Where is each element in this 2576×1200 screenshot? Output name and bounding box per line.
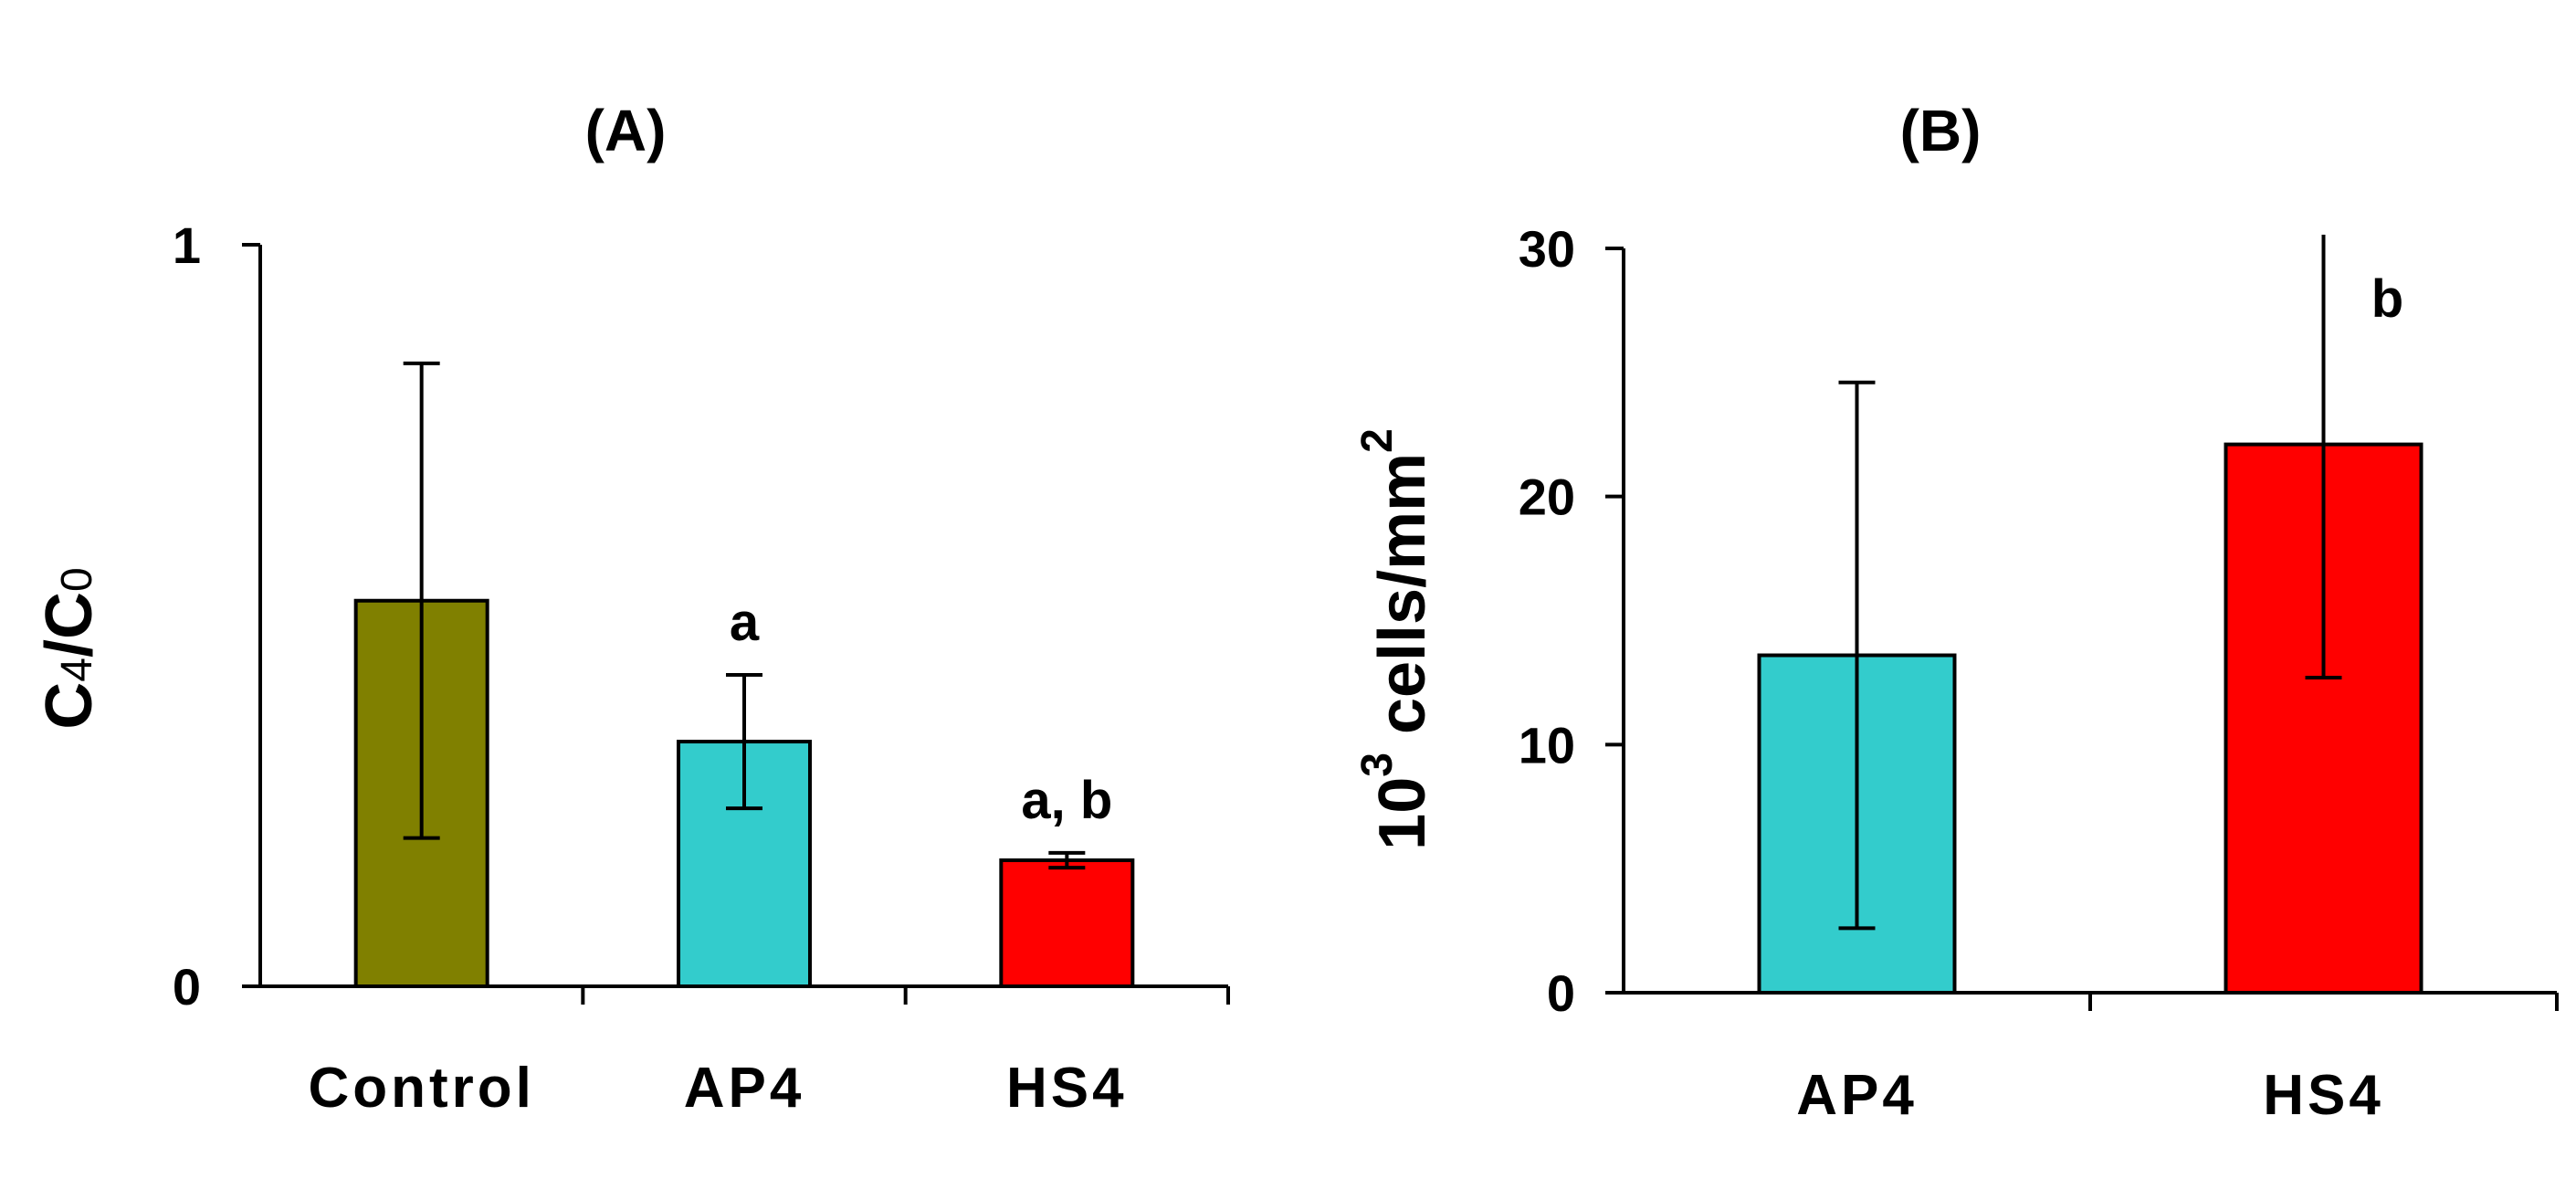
chart-a-category-2: HS4 — [1006, 1057, 1128, 1120]
chart-b-ylabel: 103 cells/mm2 — [1353, 428, 1439, 850]
chart-b-annotation-1: b — [2371, 269, 2403, 329]
chart-b: (B) 103 cells/mm2 0 10 20 30 AP4 HS4 b — [1353, 98, 2559, 1127]
chart-b-ytick-label-0: 0 — [1547, 964, 1575, 1022]
chart-a-ylabel: C4/C0 — [33, 567, 106, 729]
chart-a: (A) C4/C0 0 1 Control AP4 a HS4 a, b — [33, 98, 1230, 1120]
chart-b-category-0: AP4 — [1796, 1064, 1918, 1127]
chart-a-bar-2 — [999, 858, 1135, 989]
chart-b-ytick-label-1: 10 — [1519, 716, 1575, 774]
chart-a-annotation-2: a, b — [1021, 771, 1112, 830]
chart-a-title: (A) — [585, 98, 667, 163]
chart-a-category-0: Control — [308, 1057, 534, 1120]
chart-a-annotation-1: a — [730, 593, 760, 652]
chart-b-title: (B) — [1900, 98, 1982, 163]
chart-a-ytick-label-1: 1 — [173, 216, 201, 274]
chart-b-ytick-label-2: 20 — [1519, 468, 1575, 526]
chart-a-ytick-label-0: 0 — [173, 958, 201, 1016]
chart-b-category-1: HS4 — [2263, 1064, 2384, 1127]
chart-b-ytick-label-3: 30 — [1519, 220, 1575, 278]
chart-a-category-1: AP4 — [684, 1057, 805, 1120]
